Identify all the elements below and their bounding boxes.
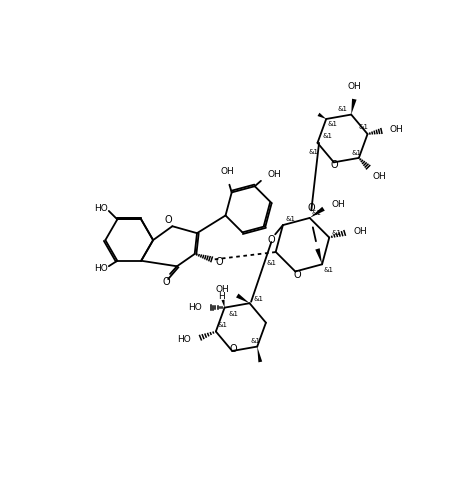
Text: OH: OH [353,227,367,236]
Polygon shape [309,207,324,218]
Text: OH: OH [215,285,229,294]
Text: HO: HO [94,204,108,213]
Text: &1: &1 [217,322,227,328]
Text: &1: &1 [358,124,368,130]
Text: O: O [307,204,314,214]
Text: &1: &1 [253,296,263,302]
Text: &1: &1 [351,150,361,156]
Text: OH: OH [220,167,234,176]
Polygon shape [257,347,262,362]
Text: &1: &1 [331,230,341,236]
Text: OH: OH [347,83,360,92]
Text: &1: &1 [250,338,260,344]
Text: OH: OH [372,172,386,181]
Text: OH: OH [331,200,344,209]
Text: &1: &1 [228,311,238,317]
Text: O: O [164,215,172,225]
Text: &1: &1 [308,149,318,155]
Text: H: H [218,292,224,301]
Text: O: O [162,276,170,287]
Text: &1: &1 [327,121,337,127]
Text: &1: &1 [322,133,331,139]
Text: OH: OH [388,125,402,134]
Text: &1: &1 [336,106,347,112]
Text: HO: HO [177,335,191,344]
Text: HO: HO [94,264,108,273]
Text: &1: &1 [285,216,295,222]
Polygon shape [235,294,249,303]
Text: O: O [329,160,337,169]
Text: O: O [215,257,223,267]
Text: O: O [230,345,237,354]
Polygon shape [221,300,224,308]
Text: O: O [292,270,300,280]
Polygon shape [317,113,326,119]
Text: OH: OH [267,170,281,179]
Text: &1: &1 [266,260,276,266]
Text: HO: HO [187,303,201,312]
Text: &1: &1 [311,210,321,216]
Polygon shape [350,99,356,115]
Text: &1: &1 [323,267,333,274]
Polygon shape [314,248,322,264]
Text: O: O [267,235,275,245]
